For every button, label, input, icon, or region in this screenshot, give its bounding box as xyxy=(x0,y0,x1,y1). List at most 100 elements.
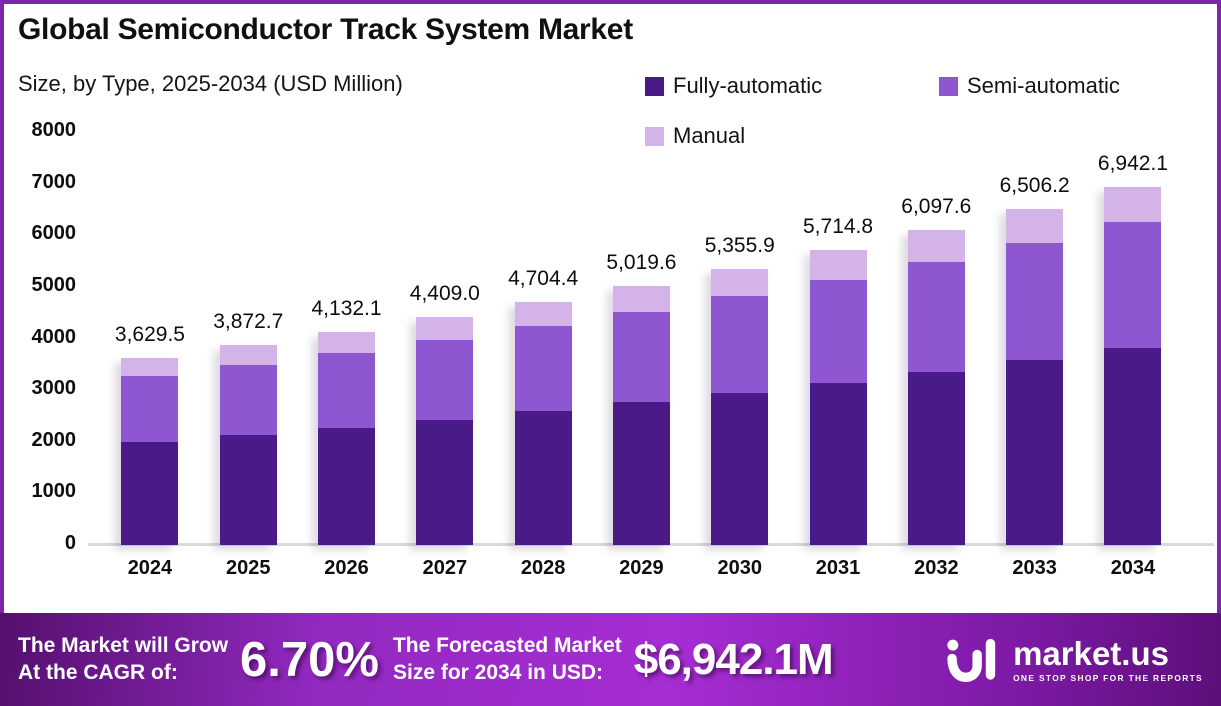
bar-total-label: 5,355.9 xyxy=(704,233,775,257)
brand-name: market.us xyxy=(1013,634,1169,672)
bar-segment-semi-automatic xyxy=(1006,242,1064,361)
forecast-value: $6,942.1M xyxy=(633,634,834,684)
x-axis-label-2026: 2026 xyxy=(324,557,369,579)
footer-banner: The Market will Grow At the CAGR of: 6.7… xyxy=(0,613,1221,706)
bar-stack xyxy=(809,250,867,545)
y-axis-tick: 6000 xyxy=(31,222,77,245)
x-axis-label-2028: 2028 xyxy=(520,557,566,579)
bar-segment-semi-automatic xyxy=(121,376,179,442)
bar-segment-manual xyxy=(907,230,965,262)
bar-stack xyxy=(1104,186,1162,545)
bar-group-2027: 4,409.0 xyxy=(396,0,494,545)
legend-item-manual: Manual xyxy=(645,123,939,149)
bar-stack xyxy=(416,317,474,545)
bar-total-label: 5,714.8 xyxy=(803,215,874,238)
y-axis-tick: 7000 xyxy=(31,170,77,193)
cagr-label: The Market will Grow At the CAGR of: xyxy=(18,633,228,686)
forecast-label: The Forecasted Market Size for 2034 in U… xyxy=(393,633,622,686)
cagr-label-line2: At the CAGR of: xyxy=(18,660,178,684)
bar-segment-semi-automatic xyxy=(318,353,376,428)
bar-segment-manual xyxy=(1104,186,1162,223)
bar-segment-semi-automatic xyxy=(219,365,277,436)
legend-label: Semi-automatic xyxy=(967,73,1120,98)
bar-segment-fully-automatic xyxy=(318,427,376,545)
x-axis-label-2034: 2034 xyxy=(1110,557,1156,579)
x-axis-label-2024: 2024 xyxy=(127,557,173,579)
bar-segment-semi-automatic xyxy=(416,340,474,420)
bar-group-2024: 3,629.5 xyxy=(101,0,199,545)
cagr-value: 6.70% xyxy=(240,632,379,687)
bar-segment-semi-automatic xyxy=(711,296,769,393)
bar-total-label: 4,409.0 xyxy=(409,282,480,306)
y-axis-tick: 3000 xyxy=(31,377,77,400)
bar-segment-manual xyxy=(612,285,670,312)
x-axis-label-2027: 2027 xyxy=(422,557,468,579)
bar-segment-manual xyxy=(121,357,179,377)
cagr-label-line1: The Market will Grow xyxy=(18,634,229,658)
bar-segment-fully-automatic xyxy=(907,371,965,545)
bar-segment-manual xyxy=(514,302,572,327)
bar-stack xyxy=(1006,209,1064,545)
x-axis-label-2025: 2025 xyxy=(225,557,271,579)
legend-swatch-manual xyxy=(645,126,664,146)
bar-segment-semi-automatic xyxy=(612,311,670,403)
y-axis-tick: 2000 xyxy=(31,428,77,451)
bar-group-2028: 4,704.4 xyxy=(494,0,592,545)
bar-group-2033: 6,506.2 xyxy=(986,0,1084,545)
bar-group-2030: 5,355.9 xyxy=(691,0,789,545)
bar-segment-manual xyxy=(318,331,376,354)
x-axis-label-2030: 2030 xyxy=(717,557,762,579)
bar-group-2031: 5,714.8 xyxy=(789,0,887,545)
y-axis-tick: 1000 xyxy=(31,480,77,503)
bar-total-label: 6,942.1 xyxy=(1097,151,1168,175)
bar-group-2032: 6,097.6 xyxy=(887,0,985,545)
bar-segment-manual xyxy=(416,317,474,341)
bar-group-2034: 6,942.1 xyxy=(1084,0,1182,545)
bar-segment-semi-automatic xyxy=(907,261,965,372)
legend-swatch-fully-automatic xyxy=(645,76,664,96)
bar-segment-manual xyxy=(1006,209,1064,243)
forecast-label-line1: The Forecasted Market xyxy=(392,634,622,658)
bar-group-2029: 5,019.6 xyxy=(592,0,690,545)
brand-tagline: ONE STOP SHOP FOR THE REPORTS xyxy=(1013,672,1203,683)
legend-item-semi-automatic: Semi-automatic xyxy=(939,73,1205,99)
bar-total-label: 3,629.5 xyxy=(114,322,185,346)
bar-stack xyxy=(318,331,376,545)
bar-segment-fully-automatic xyxy=(612,402,670,545)
bar-stack xyxy=(612,285,670,545)
x-axis-label-2029: 2029 xyxy=(619,557,664,579)
market-us-icon xyxy=(947,638,996,682)
y-axis-tick: 4000 xyxy=(31,325,77,348)
bar-segment-manual xyxy=(809,250,867,280)
bar-group-2025: 3,872.7 xyxy=(199,0,297,545)
bar-total-label: 3,872.7 xyxy=(213,310,284,334)
bar-total-label: 6,097.6 xyxy=(901,195,972,219)
x-axis-label-2031: 2031 xyxy=(815,557,861,579)
legend-swatch-semi-automatic xyxy=(939,76,958,96)
bar-segment-fully-automatic xyxy=(121,441,179,545)
bar-segment-semi-automatic xyxy=(1104,222,1162,348)
y-axis-tick: 0 xyxy=(64,532,76,554)
x-axis-label-2033: 2033 xyxy=(1012,557,1057,579)
bar-total-label: 4,132.1 xyxy=(311,296,382,320)
legend-label: Fully-automatic xyxy=(673,73,823,98)
bar-segment-fully-automatic xyxy=(514,411,572,545)
x-axis-label-2032: 2032 xyxy=(914,557,959,579)
bar-group-2026: 4,132.1 xyxy=(297,0,395,545)
bar-segment-manual xyxy=(219,345,277,366)
bar-segment-fully-automatic xyxy=(1006,360,1064,545)
bar-total-label: 6,506.2 xyxy=(999,174,1070,198)
y-axis-tick: 5000 xyxy=(31,273,77,296)
bar-stack xyxy=(121,357,179,545)
forecast-label-line2: Size for 2034 in USD: xyxy=(392,660,604,684)
brand-text: market.us ONE STOP SHOP FOR THE REPORTS xyxy=(1013,637,1203,683)
bar-segment-fully-automatic xyxy=(711,392,769,545)
bar-segment-fully-automatic xyxy=(416,419,474,545)
bar-stack xyxy=(219,345,277,545)
bar-stack xyxy=(711,268,769,545)
y-axis-tick: 8000 xyxy=(31,119,77,141)
page-title: Global Semiconductor Track System Market xyxy=(18,13,633,46)
legend-item-fully-automatic: Fully-automatic xyxy=(645,73,939,99)
chart-legend: Fully-automatic Semi-automatic Manual xyxy=(645,73,1205,149)
